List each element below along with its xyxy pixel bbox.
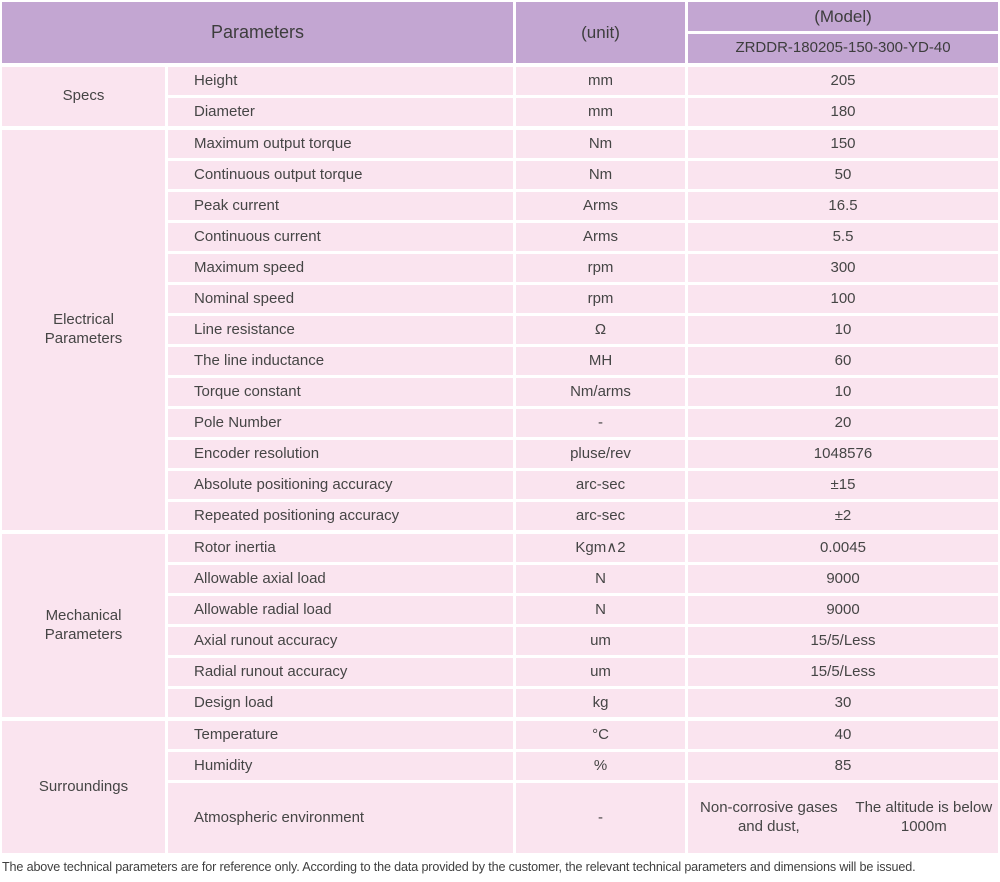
model-value-cell: 15/5/Less: [688, 627, 998, 655]
param-label: Axial runout accuracy: [168, 627, 513, 655]
section-mechanical-parameters: Mechanical Parameters Rotor inertia Kgm∧2 0.…: [2, 534, 998, 717]
param-label: Temperature: [168, 721, 513, 749]
param-label: Atmospheric environment: [168, 783, 513, 853]
unit-value: rpm: [516, 285, 685, 313]
model-value-cell: 205: [688, 67, 998, 95]
section-surroundings: Surroundings Temperature °C 40 Humidity% 85 At…: [2, 721, 998, 853]
model-value-cell: 150: [688, 130, 998, 158]
param-label: Allowable radial load: [168, 596, 513, 624]
param-label: Maximum speed: [168, 254, 513, 282]
model-value-cell: 300: [688, 254, 998, 282]
model-value-cell: 40: [688, 721, 998, 749]
param-label: Height: [168, 67, 513, 95]
unit-value: Nm: [516, 161, 685, 189]
param-label: Maximum output torque: [168, 130, 513, 158]
model-value-cell: 60: [688, 347, 998, 375]
section-specs: Specs Height mm 205 Diameter mm 180: [2, 67, 998, 126]
unit-value: N: [516, 565, 685, 593]
unit-value: um: [516, 627, 685, 655]
header-parameters-label: Parameters: [2, 2, 513, 63]
model-value-cell: 30: [688, 689, 998, 717]
unit-value: %: [516, 752, 685, 780]
header-unit-label: (unit): [516, 2, 685, 63]
model-value-cell: 50: [688, 161, 998, 189]
unit-value: arc-sec: [516, 471, 685, 499]
param-label: Pole Number: [168, 409, 513, 437]
unit-value: rpm: [516, 254, 685, 282]
model-value-cell: ±15: [688, 471, 998, 499]
unit-value: Nm/arms: [516, 378, 685, 406]
param-label: Radial runout accuracy: [168, 658, 513, 686]
param-label: Rotor inertia: [168, 534, 513, 562]
model-value-cell: 1048576: [688, 440, 998, 468]
model-value-cell: 180: [688, 98, 998, 126]
model-value-cell: 100: [688, 285, 998, 313]
unit-value: Arms: [516, 223, 685, 251]
model-value-cell: 16.5: [688, 192, 998, 220]
unit-value: -: [516, 783, 685, 853]
unit-value: Kgm∧2: [516, 534, 685, 562]
model-value-cell: Non-corrosive gases and dust, The altitud…: [688, 783, 998, 853]
model-value-cell: 10: [688, 316, 998, 344]
unit-value: mm: [516, 67, 685, 95]
section-name-specs: Specs: [2, 67, 165, 126]
param-label: Repeated positioning accuracy: [168, 502, 513, 530]
section-name-surroundings: Surroundings: [2, 721, 165, 853]
section-electrical-parameters: Electrical Parameters Maximum output torqu…: [2, 130, 998, 530]
param-label: Line resistance: [168, 316, 513, 344]
unit-value: mm: [516, 98, 685, 126]
param-label: Allowable axial load: [168, 565, 513, 593]
unit-value: °C: [516, 721, 685, 749]
unit-value: MH: [516, 347, 685, 375]
model-value-cell: 20: [688, 409, 998, 437]
param-label: Continuous output torque: [168, 161, 513, 189]
unit-value: arc-sec: [516, 502, 685, 530]
table-header: Parameters (unit) (Model) ZRDDR-180205-1…: [2, 2, 998, 63]
param-label: Humidity: [168, 752, 513, 780]
header-model-number: ZRDDR-180205-150-300-YD-40: [688, 34, 998, 63]
param-label: Diameter: [168, 98, 513, 126]
unit-value: Ω: [516, 316, 685, 344]
model-value-cell: 5.5: [688, 223, 998, 251]
unit-value: Arms: [516, 192, 685, 220]
model-value-cell: 15/5/Less: [688, 658, 998, 686]
model-value-cell: 85: [688, 752, 998, 780]
param-label: The line inductance: [168, 347, 513, 375]
unit-value: pluse/rev: [516, 440, 685, 468]
model-value-cell: 9000: [688, 565, 998, 593]
model-value-cell: ±2: [688, 502, 998, 530]
section-name-electrical-parameters: Electrical Parameters: [2, 130, 165, 530]
model-value-cell: 9000: [688, 596, 998, 624]
unit-value: um: [516, 658, 685, 686]
param-label: Design load: [168, 689, 513, 717]
param-label: Encoder resolution: [168, 440, 513, 468]
model-value-cell: 0.0045: [688, 534, 998, 562]
footer-note: The above technical parameters are for r…: [2, 860, 916, 874]
param-label: Absolute positioning accuracy: [168, 471, 513, 499]
unit-value: Nm: [516, 130, 685, 158]
param-label: Peak current: [168, 192, 513, 220]
header-model-label: (Model): [688, 2, 998, 31]
model-value-cell: 10: [688, 378, 998, 406]
table-body: Specs Height mm 205 Diameter mm 180 Electrical P…: [2, 67, 998, 853]
unit-value: -: [516, 409, 685, 437]
section-name-mechanical-parameters: Mechanical Parameters: [2, 534, 165, 717]
unit-value: N: [516, 596, 685, 624]
unit-value: kg: [516, 689, 685, 717]
param-label: Torque constant: [168, 378, 513, 406]
param-label: Continuous current: [168, 223, 513, 251]
param-label: Nominal speed: [168, 285, 513, 313]
